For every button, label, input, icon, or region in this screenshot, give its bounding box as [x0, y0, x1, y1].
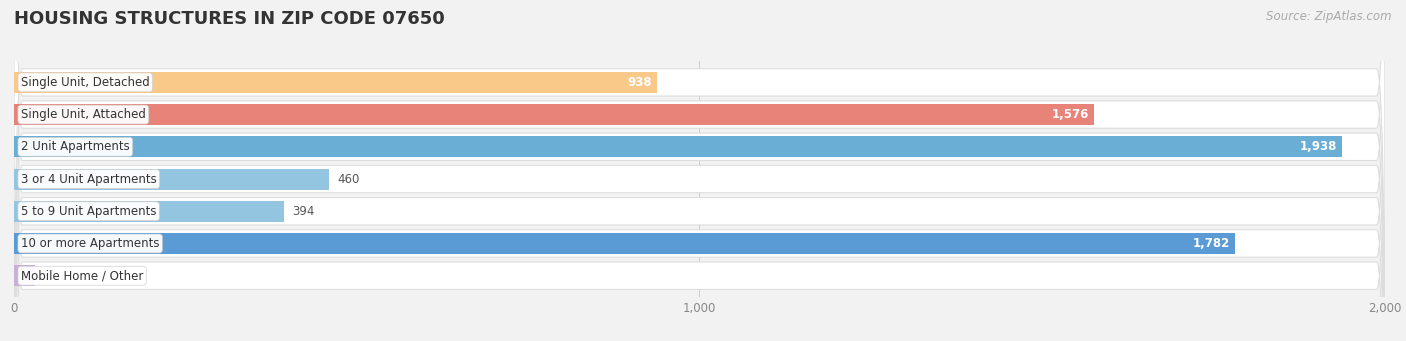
Bar — [14, 72, 657, 93]
Text: Single Unit, Attached: Single Unit, Attached — [21, 108, 146, 121]
Text: 460: 460 — [337, 173, 360, 186]
FancyBboxPatch shape — [14, 0, 1385, 341]
Text: 1,938: 1,938 — [1299, 140, 1337, 153]
Text: 10 or more Apartments: 10 or more Apartments — [21, 237, 159, 250]
Bar — [14, 265, 35, 286]
Text: 394: 394 — [292, 205, 315, 218]
Text: 1,576: 1,576 — [1052, 108, 1088, 121]
FancyBboxPatch shape — [14, 0, 1385, 341]
FancyBboxPatch shape — [14, 0, 1385, 341]
Text: 938: 938 — [627, 76, 651, 89]
Text: 2 Unit Apartments: 2 Unit Apartments — [21, 140, 129, 153]
Text: 1,782: 1,782 — [1192, 237, 1230, 250]
Text: 31: 31 — [44, 269, 59, 282]
FancyBboxPatch shape — [14, 0, 1385, 341]
Bar — [14, 168, 329, 190]
Text: 3 or 4 Unit Apartments: 3 or 4 Unit Apartments — [21, 173, 156, 186]
Bar — [14, 201, 284, 222]
Bar — [14, 233, 1236, 254]
FancyBboxPatch shape — [14, 0, 1385, 341]
FancyBboxPatch shape — [14, 0, 1385, 341]
Bar — [14, 136, 1343, 157]
Text: Single Unit, Detached: Single Unit, Detached — [21, 76, 149, 89]
Text: HOUSING STRUCTURES IN ZIP CODE 07650: HOUSING STRUCTURES IN ZIP CODE 07650 — [14, 10, 444, 28]
Text: Source: ZipAtlas.com: Source: ZipAtlas.com — [1267, 10, 1392, 23]
FancyBboxPatch shape — [14, 0, 1385, 341]
Bar — [14, 104, 1094, 125]
Text: Mobile Home / Other: Mobile Home / Other — [21, 269, 143, 282]
Text: 5 to 9 Unit Apartments: 5 to 9 Unit Apartments — [21, 205, 156, 218]
